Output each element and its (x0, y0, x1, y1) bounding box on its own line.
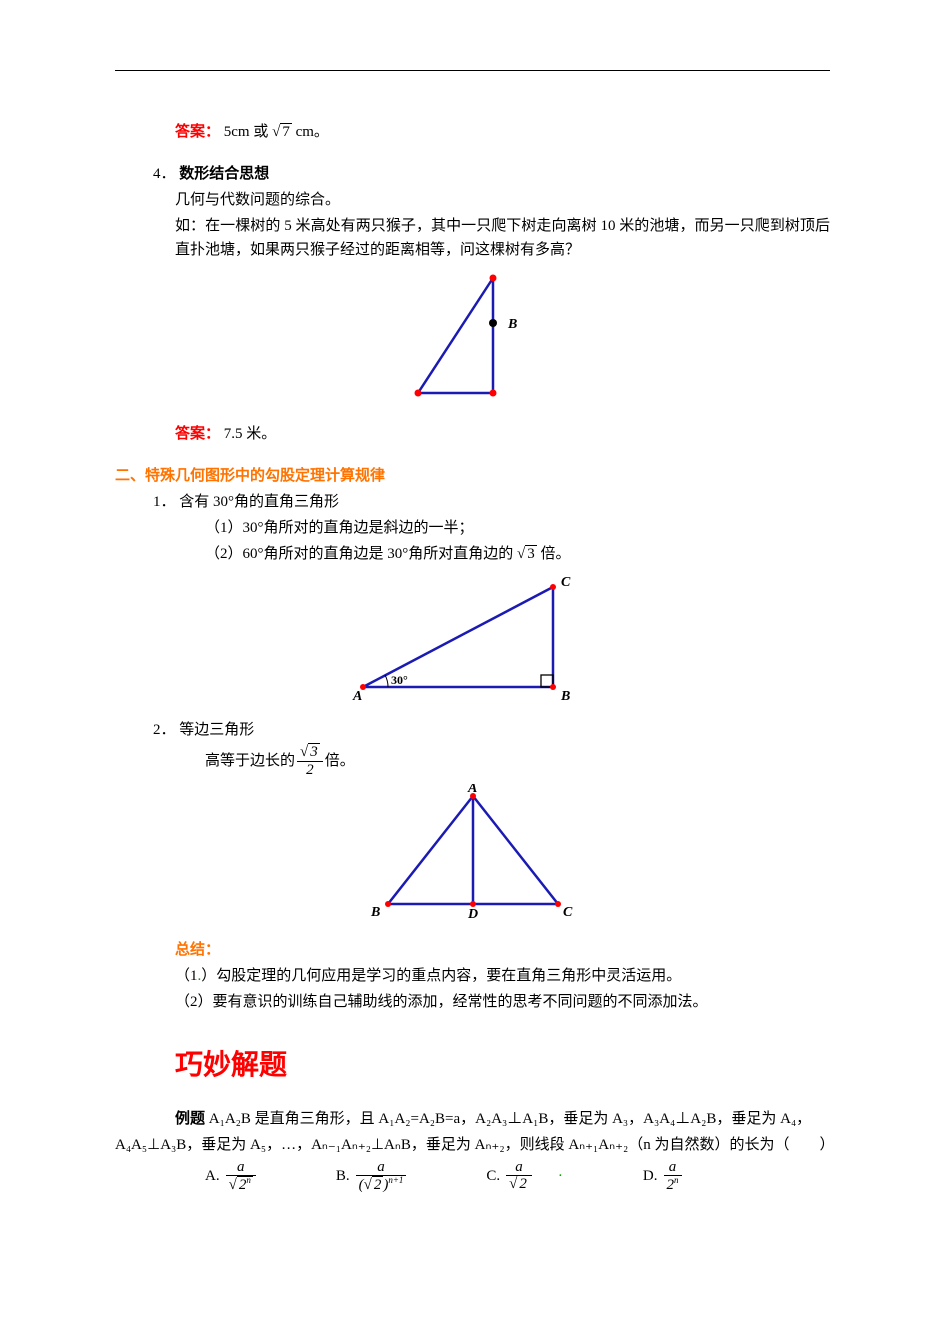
diagram-3: A B C D (115, 784, 830, 932)
frac-sqrt3-2: √3 2 (297, 744, 323, 778)
option-d-frac: a 2n (664, 1159, 682, 1194)
answer-2-value: 7.5 米。 (224, 426, 277, 442)
svg-text:A: A (352, 689, 362, 704)
svg-text:C: C (563, 905, 573, 920)
svg-text:B: B (560, 689, 570, 704)
content: 答案： 5cm 或 √7 cm。 4． 数形结合思想 几何与代数问题的综合。 如… (115, 120, 830, 1194)
item1-title: 含有 30°角的直角三角形 (179, 494, 339, 510)
option-c-label: C. (486, 1164, 500, 1188)
item2-suffix: 倍。 (325, 749, 355, 773)
problem-body-1: A₁A₂B 是直角三角形，且 A₁A₂=A₂B=a，A₂A₃⊥A₁B，垂足为 A… (209, 1111, 811, 1127)
svg-text:A: A (467, 784, 477, 796)
option-b: B. a (√2)n+1 (336, 1159, 407, 1194)
big-title: 巧妙解题 (175, 1044, 830, 1089)
option-a-frac: a √2n (226, 1159, 256, 1194)
answer-2: 答案： 7.5 米。 (115, 422, 830, 446)
option-d-label: D. (643, 1164, 658, 1188)
page: 答案： 5cm 或 √7 cm。 4． 数形结合思想 几何与代数问题的综合。 如… (0, 0, 945, 1337)
answer-text-2: cm。 (296, 124, 329, 140)
option-c-frac: a √2 (506, 1159, 532, 1193)
svg-text:C: C (561, 575, 571, 590)
item2-p: 高等于边长的 √3 2 倍。 (115, 744, 830, 778)
answer-label: 答案： (175, 124, 220, 140)
item2-prefix: 高等于边长的 (205, 749, 295, 773)
green-dot-icon-2: · (558, 1164, 563, 1188)
item2-num: 2． (153, 722, 176, 738)
option-d: D. a 2n (643, 1159, 682, 1194)
item1-num: 1． (153, 494, 176, 510)
option-b-label: B. (336, 1164, 350, 1188)
item1-p1: （1）30°角所对的直角边是斜边的一半； (115, 516, 830, 540)
diagram-1-svg: B (388, 268, 558, 408)
header-rule (115, 70, 830, 71)
sec4-title: 数形结合思想 (179, 166, 269, 182)
sqrt-3-a: √3 (517, 542, 537, 566)
section-4-heading: 4． 数形结合思想 (115, 162, 830, 186)
answer-1: 答案： 5cm 或 √7 cm。 (115, 120, 830, 144)
item1-p2: （2）60°角所对的直角边是 30°角所对直角边的 √3 倍。 (115, 542, 830, 566)
sec4-num: 4． (153, 166, 176, 182)
diagram-3-svg: A B C D (363, 784, 583, 924)
problem-options: A. a √2n B. a (√2)n+1 C. a (205, 1159, 830, 1194)
svg-text:D: D (467, 907, 478, 922)
summary-label: 总结： (115, 938, 830, 962)
summary-p2: （2）要有意识的训练自己辅助线的添加，经常性的思考不同问题的不同添加法。 (115, 990, 830, 1014)
option-a: A. a √2n (205, 1159, 256, 1194)
item-2-heading: 2． 等边三角形 (115, 718, 830, 742)
diagram-2-svg: 30° A B C (343, 572, 603, 704)
diagram-2: 30° A B C (115, 572, 830, 712)
item1-p2-suffix: 倍。 (540, 546, 570, 562)
problem-label: 例题 (175, 1111, 205, 1127)
answer-text-1: 5cm 或 (224, 124, 269, 140)
summary-p1: （1.）勾股定理的几何应用是学习的重点内容，要在直角三角形中灵活运用。 (115, 964, 830, 988)
svg-text:B: B (370, 905, 380, 920)
option-b-frac: a (√2)n+1 (356, 1159, 407, 1194)
problem-line-2: A₄A₅⊥A₃B，垂足为 A₅，…，Aₙ₋₁Aₙ₊₂⊥AₙB，垂足为 Aₙ₊₂，… (115, 1133, 830, 1157)
sec4-line1: 几何与代数问题的综合。 (115, 188, 830, 212)
diagram-1: B (115, 268, 830, 416)
section-2-title: 二、特殊几何图形中的勾股定理计算规律 (115, 464, 830, 488)
green-dot-icon: . (198, 968, 202, 984)
sec4-line2: 如：在一棵树的 5 米高处有两只猴子，其中一只爬下树走向离树 10 米的池塘，而… (115, 214, 830, 262)
answer-2-label: 答案： (175, 426, 220, 442)
item1-p2-prefix: （2）60°角所对的直角边是 30°角所对直角边的 (205, 546, 513, 562)
item-1-heading: 1． 含有 30°角的直角三角形 (115, 490, 830, 514)
svg-text:B: B (507, 317, 517, 332)
problem-line-1: 例题 A₁A₂B 是直角三角形，且 A₁A₂=A₂B=a，A₂A₃⊥A₁B，垂足… (115, 1107, 830, 1131)
item2-title: 等边三角形 (179, 722, 254, 738)
svg-text:30°: 30° (391, 673, 408, 687)
sqrt-7: √7 (272, 120, 292, 144)
option-c: C. a √2 · (486, 1159, 563, 1193)
option-a-label: A. (205, 1164, 220, 1188)
